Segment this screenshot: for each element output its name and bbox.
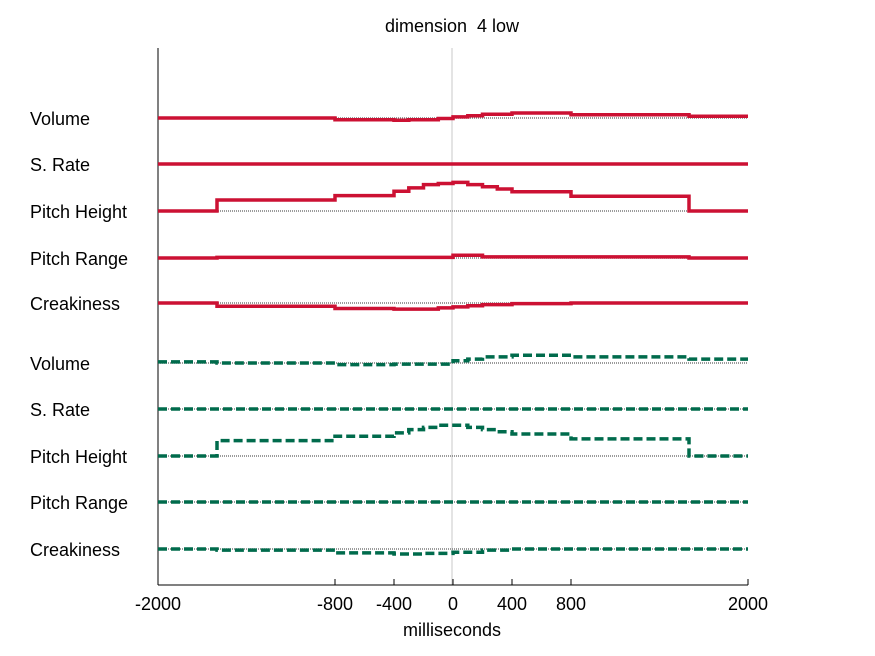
x-tick-label: 0 xyxy=(448,594,458,614)
x-tick-label: -400 xyxy=(376,594,412,614)
series-bottom-creakiness xyxy=(158,547,748,556)
x-tick-label: 2000 xyxy=(728,594,768,614)
series-bottom-volume xyxy=(158,353,748,367)
x-tick-label: -2000 xyxy=(135,594,181,614)
row-label: Pitch Range xyxy=(30,493,128,513)
row-label: Volume xyxy=(30,354,90,374)
x-tick-label: 800 xyxy=(556,594,586,614)
row-label: Creakiness xyxy=(30,540,120,560)
series-top-pitch-height xyxy=(158,180,748,213)
row-label: Volume xyxy=(30,109,90,129)
row-label: Creakiness xyxy=(30,294,120,314)
x-tick-label: -800 xyxy=(317,594,353,614)
x-ticks: -2000 -800 -400 0 400 800 2000 xyxy=(135,579,768,614)
series-bottom-pitch-height xyxy=(158,423,748,458)
series-top-creakiness xyxy=(158,301,748,311)
row-label: S. Rate xyxy=(30,400,90,420)
feature-series xyxy=(158,111,748,556)
row-label: S. Rate xyxy=(30,155,90,175)
chart-title: dimension 4 low xyxy=(385,16,520,36)
row-label: Pitch Height xyxy=(30,447,127,467)
series-top-pitch-range xyxy=(158,253,748,260)
row-label: Pitch Height xyxy=(30,202,127,222)
feature-labels: Volume S. Rate Pitch Height Pitch Range Crea… xyxy=(30,109,128,560)
series-top-volume xyxy=(158,111,748,122)
x-axis-label: milliseconds xyxy=(403,620,501,640)
x-tick-label: 400 xyxy=(497,594,527,614)
row-label: Pitch Range xyxy=(30,249,128,269)
